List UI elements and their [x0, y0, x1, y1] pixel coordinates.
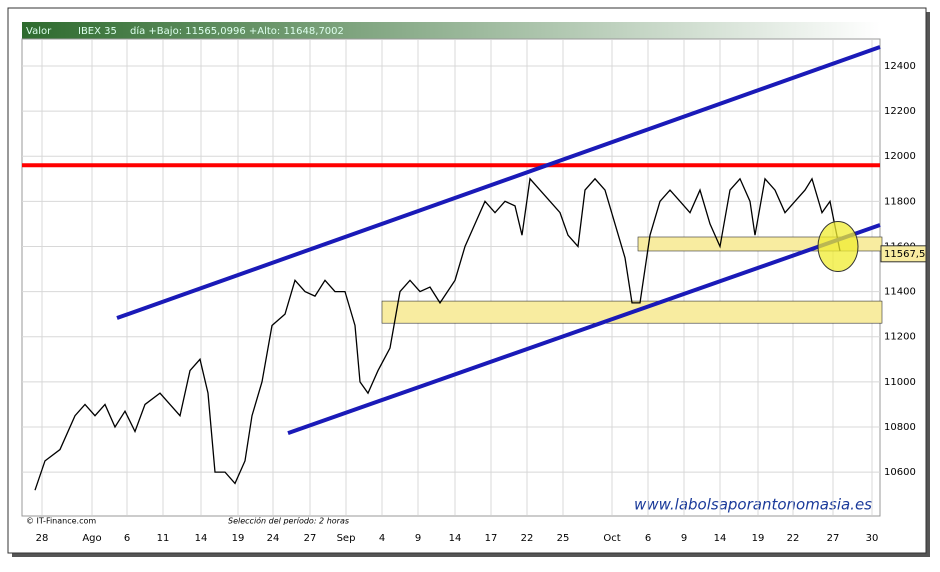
x-tick-label: 17: [485, 533, 498, 544]
y-tick-label: 11200: [884, 332, 916, 343]
highlight-circle: [817, 220, 859, 272]
header-symbol: IBEX 35: [78, 26, 117, 37]
plot-area: [21, 38, 881, 517]
x-tick-label: Ago: [82, 533, 101, 544]
y-tick-label: 10600: [884, 467, 916, 478]
channel-line: [116, 45, 881, 320]
y-tick-label: 12200: [884, 106, 916, 117]
x-tick-label: 22: [787, 533, 800, 544]
y-tick-label: 11000: [884, 377, 916, 388]
source: © IT-Finance.com: [26, 517, 96, 526]
x-tick-label: Oct: [603, 533, 620, 544]
x-tick-label: 9: [415, 533, 421, 544]
x-tick-label: 14: [195, 533, 208, 544]
x-tick-label: 14: [449, 533, 462, 544]
y-tick-label: 11400: [884, 287, 916, 298]
x-tick-label: 19: [752, 533, 765, 544]
x-tick-label: 30: [866, 533, 879, 544]
header-range: día +Bajo: 11565,0996 +Alto: 11648,7002: [130, 25, 344, 37]
period: Selección del período: 2 horas: [228, 516, 349, 526]
x-tick-label: 9: [681, 533, 687, 544]
x-tick-label: 6: [645, 533, 651, 544]
watermark: www.labolsaporantonomasia.es: [634, 496, 872, 514]
x-tick-label: 28: [36, 533, 49, 544]
price-line: [34, 177, 841, 491]
y-tick-label: 12000: [884, 151, 916, 162]
last-price-label: 11567,5: [884, 249, 925, 260]
x-tick-label: 6: [124, 533, 130, 544]
x-tick-label: 27: [304, 533, 317, 544]
header-label: Valor: [26, 26, 52, 37]
y-tick-label: 11800: [884, 196, 916, 207]
x-tick-label: 27: [827, 533, 840, 544]
x-tick-label: 14: [714, 533, 727, 544]
x-tick-label: 11: [157, 533, 170, 544]
x-tick-label: 25: [557, 533, 570, 544]
y-tick-label: 12400: [884, 61, 916, 72]
last-price-box: [880, 245, 927, 263]
y-tick-label: 10800: [884, 422, 916, 433]
x-tick-label: 4: [379, 533, 385, 544]
x-tick-label: 22: [521, 533, 534, 544]
channel-line: [287, 223, 881, 435]
x-tick-label: Sep: [337, 533, 356, 544]
x-tick-label: 19: [232, 533, 245, 544]
header-bar: [22, 22, 880, 39]
x-tick-label: 24: [267, 533, 280, 544]
